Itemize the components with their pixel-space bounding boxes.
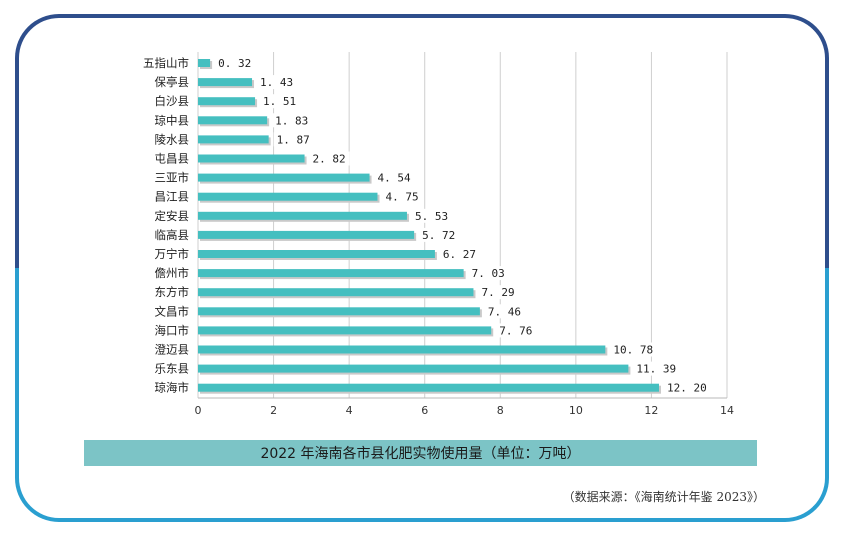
x-tick-label: 10 bbox=[569, 404, 583, 417]
x-tick-label: 2 bbox=[270, 404, 277, 417]
value-label-halo bbox=[610, 342, 658, 357]
frame-top-border bbox=[15, 14, 829, 282]
value-label: 4. 54 bbox=[378, 172, 411, 185]
value-label-halo bbox=[468, 266, 509, 281]
category-label: 屯昌县 bbox=[155, 152, 190, 166]
value-label: 5. 53 bbox=[415, 210, 448, 223]
category-label: 陵水县 bbox=[155, 132, 190, 146]
value-label: 6. 27 bbox=[443, 248, 476, 261]
bar bbox=[198, 326, 492, 335]
value-label: 10. 78 bbox=[613, 344, 653, 357]
bar bbox=[198, 230, 415, 239]
value-label-halo bbox=[374, 170, 415, 185]
bar bbox=[198, 173, 370, 182]
category-label: 定安县 bbox=[155, 209, 190, 223]
value-label-halo bbox=[439, 247, 480, 261]
x-tick-label: 6 bbox=[421, 404, 428, 417]
category-label: 文昌市 bbox=[155, 304, 190, 318]
bar bbox=[198, 116, 268, 125]
value-label: 2. 82 bbox=[313, 153, 346, 166]
value-label: 1. 87 bbox=[277, 133, 310, 146]
value-label-halo bbox=[411, 208, 452, 223]
category-label: 澄迈县 bbox=[155, 343, 190, 357]
value-label: 4. 75 bbox=[385, 191, 418, 204]
x-tick-label: 4 bbox=[346, 404, 353, 417]
category-label: 琼中县 bbox=[155, 113, 190, 127]
value-label: 11. 39 bbox=[636, 363, 676, 376]
x-tick-label: 14 bbox=[720, 404, 734, 417]
value-label: 7. 03 bbox=[472, 267, 505, 280]
value-label: 1. 43 bbox=[260, 76, 293, 89]
bar bbox=[198, 59, 211, 67]
value-label-halo bbox=[260, 94, 301, 109]
bar bbox=[198, 364, 629, 373]
caption-bar: 2022 年海南各市县化肥实物使用量（单位：万吨） bbox=[84, 440, 757, 466]
value-label-halo bbox=[382, 189, 423, 204]
value-label-halo bbox=[633, 361, 681, 376]
data-source: （数据来源：《海南统计年鉴 2023》） bbox=[562, 490, 765, 504]
category-label: 临高县 bbox=[155, 228, 190, 242]
category-label: 昌江县 bbox=[155, 190, 190, 204]
frame-bottom-border bbox=[15, 268, 829, 522]
category-label: 琼海市 bbox=[155, 381, 190, 395]
grid-lines bbox=[197, 52, 728, 399]
category-label: 乐东县 bbox=[155, 362, 190, 376]
value-label-halo bbox=[478, 285, 519, 300]
category-label: 儋州市 bbox=[155, 266, 190, 280]
category-label: 五指山市 bbox=[143, 56, 189, 70]
x-tick-label: 0 bbox=[195, 404, 202, 417]
value-label-halo bbox=[273, 132, 314, 147]
value-label: 7. 46 bbox=[488, 305, 521, 318]
bar bbox=[198, 211, 407, 220]
chart-caption: 2022 年海南各市县化肥实物使用量（单位：万吨） bbox=[260, 446, 581, 462]
bar bbox=[198, 78, 253, 87]
value-label: 7. 76 bbox=[499, 324, 532, 337]
bars bbox=[198, 59, 661, 394]
value-label-halo bbox=[663, 380, 711, 395]
value-label: 0. 32 bbox=[218, 57, 251, 70]
category-label: 保亭县 bbox=[155, 75, 190, 89]
value-label-halo bbox=[309, 151, 350, 166]
x-tick-label: 8 bbox=[497, 404, 504, 417]
value-label: 1. 51 bbox=[263, 95, 296, 108]
value-label: 1. 83 bbox=[275, 114, 308, 127]
value-label: 5. 72 bbox=[422, 229, 455, 242]
category-label: 白沙县 bbox=[155, 94, 190, 108]
bar bbox=[198, 250, 435, 258]
value-label: 7. 29 bbox=[481, 286, 514, 299]
bar bbox=[198, 269, 464, 278]
bar bbox=[198, 307, 480, 316]
bar bbox=[198, 97, 256, 106]
value-label-halo bbox=[419, 227, 460, 242]
category-label: 东方市 bbox=[155, 285, 190, 299]
value-label-halo bbox=[215, 56, 256, 70]
value-label-halo bbox=[496, 323, 537, 338]
bar bbox=[198, 192, 378, 201]
category-label: 万宁市 bbox=[155, 247, 190, 261]
bar bbox=[198, 383, 659, 392]
bar bbox=[198, 154, 305, 163]
value-label-halo bbox=[484, 304, 525, 319]
value-label-halo bbox=[257, 75, 298, 90]
value-label: 12. 20 bbox=[667, 382, 707, 395]
value-label-halo bbox=[272, 113, 313, 128]
bar bbox=[198, 135, 269, 144]
category-label: 海口市 bbox=[155, 323, 190, 337]
x-tick-label: 12 bbox=[644, 404, 658, 417]
category-label: 三亚市 bbox=[155, 171, 190, 185]
labels: 0 2 4 6 8 10 12 14 五指山市 0. 32 保亭县 1. 43 白沙县 1. 51 琼中县 1… bbox=[143, 56, 734, 417]
bar bbox=[198, 288, 474, 297]
bar bbox=[198, 345, 606, 354]
